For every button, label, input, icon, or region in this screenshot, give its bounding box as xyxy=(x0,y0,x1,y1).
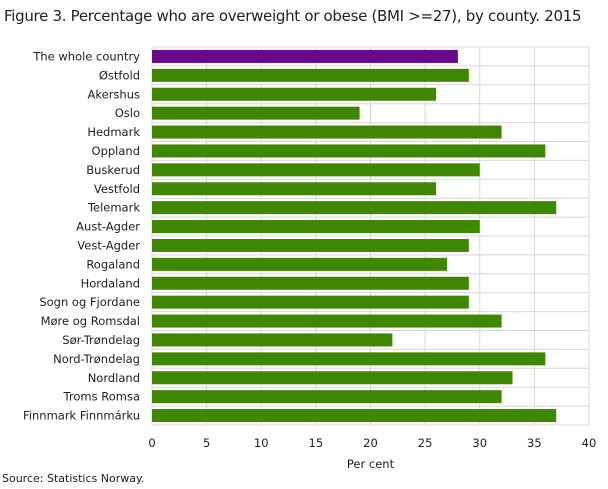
category-label: Hordaland xyxy=(81,276,140,290)
category-label: Oslo xyxy=(115,106,140,120)
bar xyxy=(152,409,557,423)
category-label: Østfold xyxy=(99,68,140,82)
bar xyxy=(152,276,469,290)
x-axis-label: Per cent xyxy=(347,457,395,471)
bar xyxy=(152,106,360,120)
bar xyxy=(152,238,469,252)
bar xyxy=(152,163,480,177)
x-tick-label: 25 xyxy=(418,436,433,450)
x-tick-label: 40 xyxy=(582,436,597,450)
bar xyxy=(152,87,437,101)
bar xyxy=(152,390,502,404)
bar xyxy=(152,125,502,139)
x-tick-label: 20 xyxy=(363,436,378,450)
category-label: Hedmark xyxy=(87,125,140,139)
category-label: Oppland xyxy=(92,144,140,158)
bar xyxy=(152,257,447,271)
bar xyxy=(152,182,437,196)
category-label: Rogaland xyxy=(86,257,140,271)
category-label: Nordland xyxy=(88,371,140,385)
bar xyxy=(152,371,513,385)
category-label: The whole country xyxy=(32,49,140,63)
bar xyxy=(152,68,469,82)
category-label: Sogn og Fjordane xyxy=(39,295,140,309)
category-label: Nord-Trøndelag xyxy=(53,352,140,366)
chart-title: Figure 3. Percentage who are overweight … xyxy=(4,7,582,25)
category-label: Telemark xyxy=(87,201,140,215)
bar xyxy=(152,295,469,309)
x-tick-label: 30 xyxy=(472,436,487,450)
bar xyxy=(152,49,458,63)
category-label: Aust-Agder xyxy=(76,220,140,234)
category-label: Vest-Agder xyxy=(77,238,140,252)
x-tick-label: 15 xyxy=(309,436,324,450)
category-label: Vestfold xyxy=(94,182,140,196)
category-label: Sør-Trøndelag xyxy=(62,333,140,347)
bar xyxy=(152,220,480,234)
bar xyxy=(152,144,546,158)
bar xyxy=(152,333,393,347)
bar xyxy=(152,352,546,366)
category-label: Finnmark Finnmárku xyxy=(23,409,140,423)
bar xyxy=(152,314,502,328)
x-tick-label: 0 xyxy=(148,436,155,450)
category-label: Troms Romsa xyxy=(63,390,140,404)
category-label: Møre og Romsdal xyxy=(41,314,140,328)
category-label: Akershus xyxy=(88,87,140,101)
source-note: Source: Statistics Norway. xyxy=(2,472,145,485)
x-tick-label: 10 xyxy=(254,436,269,450)
bar xyxy=(152,201,557,215)
x-tick-label: 35 xyxy=(527,436,542,450)
category-label: Buskerud xyxy=(86,163,140,177)
x-tick-label: 5 xyxy=(203,436,210,450)
